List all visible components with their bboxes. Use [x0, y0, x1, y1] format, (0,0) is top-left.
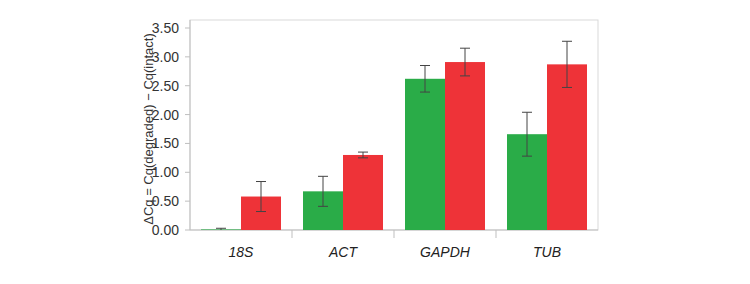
error-cap [460, 75, 470, 76]
chart-svg: 0.000.501.001.502.002.503.003.50ΔCq = Cq… [0, 0, 750, 284]
error-cap [256, 211, 266, 212]
x-tick-label: GAPDH [420, 244, 471, 260]
chart-container: 0.000.501.001.502.002.503.003.50ΔCq = Cq… [0, 0, 750, 284]
error-stem [363, 152, 364, 158]
error-stem [425, 66, 426, 93]
y-tick [185, 56, 190, 57]
y-tick [185, 28, 190, 29]
error-cap [562, 41, 572, 42]
error-bar [256, 182, 266, 212]
y-tick [185, 201, 190, 202]
bar [547, 64, 587, 230]
x-tick-label: 18S [229, 244, 255, 260]
error-stem [567, 41, 568, 87]
error-cap [216, 228, 226, 229]
error-bar [318, 176, 328, 206]
x-tick-label: TUB [533, 244, 561, 260]
error-cap [460, 48, 470, 49]
error-bar [216, 228, 226, 230]
error-cap [420, 92, 430, 93]
category-separator [496, 230, 497, 238]
error-stem [323, 176, 324, 206]
category-separator [394, 230, 395, 238]
error-bar [420, 66, 430, 93]
error-cap [522, 156, 532, 157]
error-cap [358, 157, 368, 158]
error-cap [522, 112, 532, 113]
bar [201, 229, 241, 230]
bar [343, 155, 383, 230]
y-tick [185, 230, 190, 231]
x-tick-label: ACT [328, 244, 358, 260]
y-tick [185, 114, 190, 115]
error-bar [358, 152, 368, 158]
error-stem [261, 182, 262, 212]
y-tick [185, 85, 190, 86]
error-bar [562, 41, 572, 87]
error-stem [527, 112, 528, 156]
error-cap [318, 176, 328, 177]
error-cap [318, 206, 328, 207]
y-axis [190, 20, 191, 230]
error-cap [420, 65, 430, 66]
error-cap [562, 87, 572, 88]
y-tick [185, 172, 190, 173]
bar [445, 62, 485, 230]
error-bar [460, 48, 470, 76]
y-axis-label: ΔCq = Cq(degraded) − Cq(intact) [141, 33, 156, 225]
y-tick [185, 143, 190, 144]
marks [201, 41, 587, 230]
error-stem [465, 48, 466, 76]
error-cap [358, 152, 368, 153]
category-separator [292, 230, 293, 238]
error-cap [256, 181, 266, 182]
plot-frame [190, 20, 598, 230]
error-bar [522, 112, 532, 156]
bar [405, 79, 445, 230]
